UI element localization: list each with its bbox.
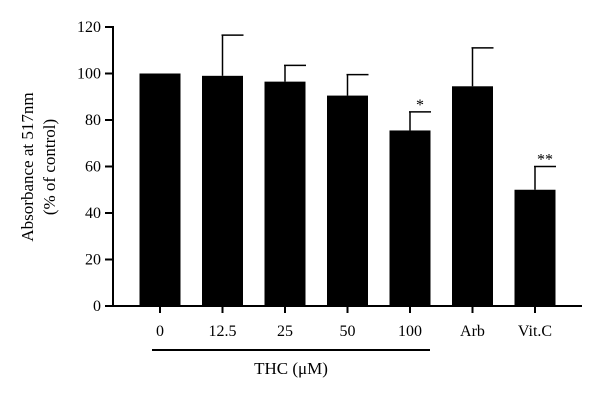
error-bars xyxy=(221,34,556,190)
bars xyxy=(139,73,556,307)
significance-Vit.C: ** xyxy=(537,152,553,169)
bar-0 xyxy=(139,73,181,306)
y-tick-label-20: 20 xyxy=(85,252,101,269)
y-axis-title-line2: (% of control) xyxy=(40,119,59,215)
bar-50 xyxy=(327,95,368,307)
x-tick-label-Arb: Arb xyxy=(460,323,485,340)
x-tick-label-25: 25 xyxy=(277,323,293,340)
x-axis xyxy=(112,305,582,313)
y-axis-title-line1: Absorbance at 517nm xyxy=(18,92,37,241)
bar-Vit.C xyxy=(514,189,556,306)
bar-12.5 xyxy=(202,75,243,306)
x-tick-label-100: 100 xyxy=(398,323,422,340)
bar-100 xyxy=(389,130,431,306)
bar-25 xyxy=(264,81,306,306)
y-tick-label-100: 100 xyxy=(77,66,101,83)
x-tick-label-0: 0 xyxy=(156,323,164,340)
y-tick-label-40: 40 xyxy=(85,205,101,222)
group-bracket: THC (μM) xyxy=(152,349,430,378)
y-tick-label-0: 0 xyxy=(93,298,101,315)
x-tick-labels: 0 12.5 25 50 100 Arb Vit.C xyxy=(156,323,552,340)
y-tick-label-80: 80 xyxy=(85,112,101,129)
group-label: THC (μM) xyxy=(254,359,328,378)
y-tick-label-60: 60 xyxy=(85,159,101,176)
significance-100: * xyxy=(416,97,424,114)
x-tick-label-Vit.C: Vit.C xyxy=(518,323,552,340)
x-tick-label-50: 50 xyxy=(340,323,356,340)
y-tick-label-120: 120 xyxy=(77,19,101,36)
bar-Arb xyxy=(452,86,493,306)
significance-labels: *** xyxy=(416,97,553,169)
x-tick-label-12.5: 12.5 xyxy=(209,323,237,340)
y-axis-title: Absorbance at 517nm (% of control) xyxy=(18,92,59,241)
y-axis: 0 20 40 60 80 100 120 xyxy=(77,19,114,315)
